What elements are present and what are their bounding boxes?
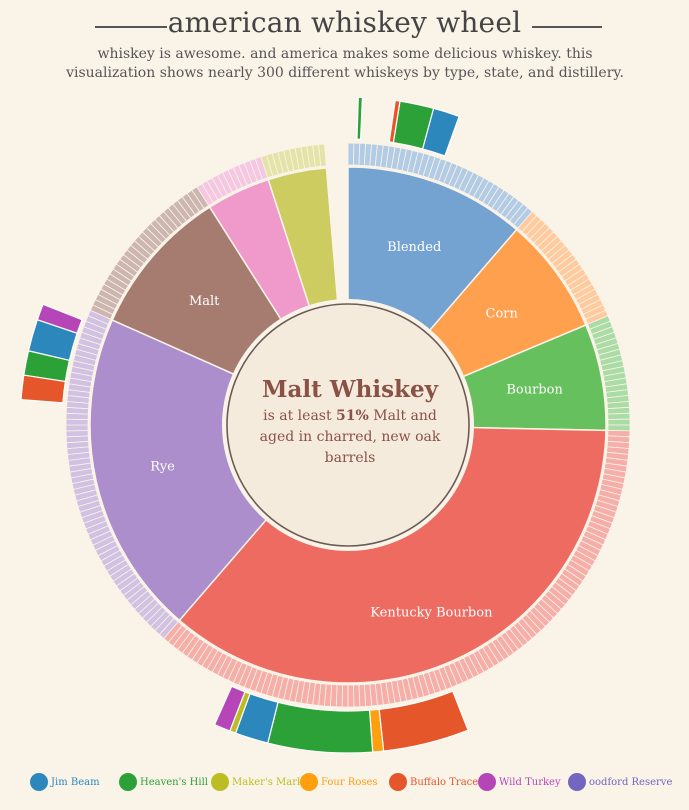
distillery-arc[interactable] (36, 303, 83, 334)
legend-label: Four Roses (321, 776, 378, 788)
center-desc-bold: 51% (336, 408, 369, 424)
category-label: Kentucky Bourbon (370, 605, 493, 620)
center-desc-post: Malt and aged in charred, new oak barrel… (259, 408, 441, 466)
whiskey-tick[interactable] (607, 412, 631, 420)
legend-swatch (478, 773, 496, 791)
legend-label: Buffalo Trace (410, 776, 479, 788)
center-disk (222, 299, 474, 551)
legend-label: oodford Reserve (589, 776, 673, 788)
legend-item[interactable]: oodford Reserve (568, 772, 672, 792)
whiskey-tick[interactable] (347, 142, 355, 166)
legend-item[interactable]: Buffalo Trace (389, 772, 478, 792)
category-label: Bourbon (506, 382, 563, 397)
legend-swatch (389, 773, 407, 791)
distillery-arc[interactable] (267, 701, 374, 754)
legend-label: Maker's Mark (232, 776, 304, 788)
legend-item[interactable]: Wild Turkey (478, 772, 561, 792)
title-rule-left (95, 26, 167, 28)
legend-label: Wild Turkey (499, 776, 561, 788)
legend: Jim Beam Heaven's Hill Maker's Mark Four Ro… (0, 770, 689, 796)
whiskey-tick[interactable] (318, 143, 327, 167)
whiskey-tick[interactable] (607, 418, 631, 426)
distillery-arc[interactable] (356, 96, 364, 140)
legend-swatch (568, 773, 586, 791)
category-label: Blended (387, 240, 441, 255)
distillery-arc[interactable] (392, 100, 435, 150)
center-description: is at least 51% Malt and aged in charred… (230, 406, 470, 469)
whiskey-tick[interactable] (65, 424, 89, 432)
legend-item[interactable]: Four Roses (300, 772, 378, 792)
distillery-arc[interactable] (388, 99, 401, 144)
whiskey-tick[interactable] (65, 430, 89, 438)
legend-item[interactable]: Heaven's Hill (119, 772, 208, 792)
legend-swatch (300, 773, 318, 791)
center-title: Malt Whiskey (262, 376, 438, 403)
distillery-arc[interactable] (213, 685, 246, 732)
page-subtitle: whiskey is awesome. and america makes so… (66, 46, 624, 81)
center-info: Malt Whiskey is at least 51% Malt and ag… (230, 376, 470, 469)
category-label: Corn (486, 306, 519, 321)
whiskey-tick[interactable] (65, 418, 89, 426)
legend-label: Jim Beam (51, 776, 100, 788)
header: american whiskey wheel (0, 6, 689, 42)
legend-swatch (30, 773, 48, 791)
center-ring (226, 303, 470, 547)
whiskey-tick[interactable] (353, 684, 361, 708)
distillery-arc[interactable] (421, 107, 460, 157)
category-label: Malt (189, 294, 220, 309)
legend-swatch (119, 773, 137, 791)
title-rule-right (532, 26, 602, 28)
whiskey-tick[interactable] (607, 424, 631, 432)
legend-label: Heaven's Hill (140, 776, 208, 788)
center-desc-pre: is at least (263, 408, 337, 424)
legend-item[interactable]: Maker's Mark (211, 772, 303, 792)
page-title: american whiskey wheel (167, 6, 522, 39)
whiskey-tick[interactable] (341, 684, 349, 708)
category-label: Rye (150, 459, 175, 474)
legend-item[interactable]: Jim Beam (30, 772, 100, 792)
whiskey-tick[interactable] (347, 684, 355, 708)
legend-swatch (211, 773, 229, 791)
